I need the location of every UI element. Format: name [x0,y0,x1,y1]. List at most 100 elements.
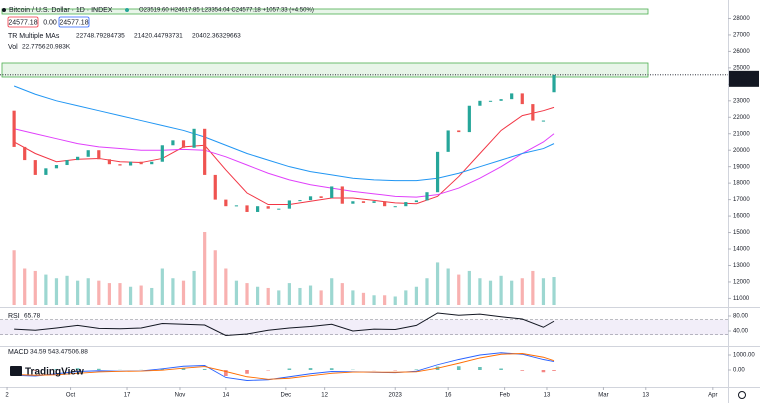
candle-body [362,201,365,203]
candle-body [224,200,227,207]
ma-legend-value: 22748.79284735 [76,33,125,40]
volume-bar [214,250,217,305]
x-tick-label: 2023 [389,393,403,399]
y-tick-label: 26000 [733,49,750,55]
volume-bar [447,269,450,306]
volume-bar [404,290,407,305]
y-tick-label: 14000 [733,247,750,253]
macd-value: 506.88 [68,349,88,356]
candle-body [320,196,323,198]
volume-bar [362,293,365,305]
candle-body [372,201,375,203]
volume-bar [182,281,185,305]
price-badge[interactable]: 24577.18 [59,19,88,26]
volume-bar [277,290,280,305]
candle-body [65,160,68,165]
candle-body [13,111,16,147]
volume-bar [65,276,68,305]
candle-body [55,165,58,168]
macd-histogram [499,369,503,371]
volume-bar [394,296,397,305]
x-tick-label: 16 [445,393,452,399]
candle-body [267,206,270,208]
candle-body [298,200,301,201]
candle-body [415,200,418,202]
volume-bar [309,286,312,305]
volume-bar [140,286,143,305]
volume-bar [171,278,174,305]
macd-histogram [203,369,207,370]
rsi-value: 65.78 [24,313,41,320]
volume-bar [150,288,153,305]
brand-text[interactable]: TradingView [25,367,84,378]
volume-bar [267,288,270,305]
candle-body [552,75,555,92]
y-tick-label: 16000 [733,214,750,220]
candle-body [23,147,26,160]
candle-body [214,175,217,200]
volume-bar [55,278,58,305]
macd-histogram [245,370,249,374]
last-price-label: 24577.18 [731,72,757,78]
y-tick-label: 27000 [733,33,750,39]
rsi-band [0,320,728,335]
volume-bar [499,276,502,305]
x-tick-label: 17 [124,393,131,399]
candle-body [457,130,460,132]
candle-body [118,164,121,165]
volume-bar [351,290,354,305]
macd-histogram [520,370,524,371]
candle-body [277,209,280,210]
candle-body [309,196,312,200]
macd-histogram [330,368,334,370]
candle-body [521,93,524,104]
y-tick-label: 18000 [733,181,750,187]
x-tick-label: 12 [321,393,328,399]
volume-bar [34,271,37,305]
candle-body [140,162,143,164]
candle-body [97,150,100,159]
volume-bar [415,287,418,305]
x-tick-label: 13 [544,393,551,399]
ma-legend-name: TR Multiple MAs [8,33,60,40]
candle-body [44,168,47,175]
x-tick-label: Feb [499,393,510,399]
candle-body [447,130,450,151]
x-tick-label: 14 [223,393,230,399]
volume-bar [108,283,111,305]
volume-bar [320,290,323,305]
symbol-icon [2,8,6,12]
volume-bar [118,283,121,305]
candle-body [489,101,492,102]
y-tick-label: 17000 [733,197,750,203]
chart-title: Bitcoin / U.S. Dollar · 1D · INDEX [9,7,113,14]
macd-histogram [478,367,482,370]
macd-histogram [457,366,461,370]
brand-logo[interactable]: TradingView [10,366,84,378]
volume-bar [552,277,555,305]
y-tick-label: 25000 [733,65,750,71]
price-badge[interactable]: 0.00 [43,19,57,26]
volume-bar [192,271,195,305]
price-badge[interactable]: 24577.18 [8,19,37,26]
macd-histogram [97,369,101,370]
y-tick-label: 22000 [733,115,750,121]
volume-bar [161,269,164,306]
y-tick-label: 13000 [733,263,750,269]
y-tick-label: 40.00 [733,329,749,335]
volume-bar [288,283,291,305]
y-tick-label: 11000 [733,296,750,302]
volume-bar [468,271,471,305]
candle-body [245,205,248,212]
y-tick-label: 19000 [733,164,750,170]
volume-bar [457,275,460,305]
volume-bar [245,283,248,305]
volume-bar [224,269,227,306]
candle-body [383,201,386,206]
volume-bar [521,278,524,305]
candle-body [203,129,206,175]
candle-body [256,206,259,212]
macd-histogram [288,369,292,371]
y-tick-label: 12000 [733,280,750,286]
candle-body [182,140,185,147]
